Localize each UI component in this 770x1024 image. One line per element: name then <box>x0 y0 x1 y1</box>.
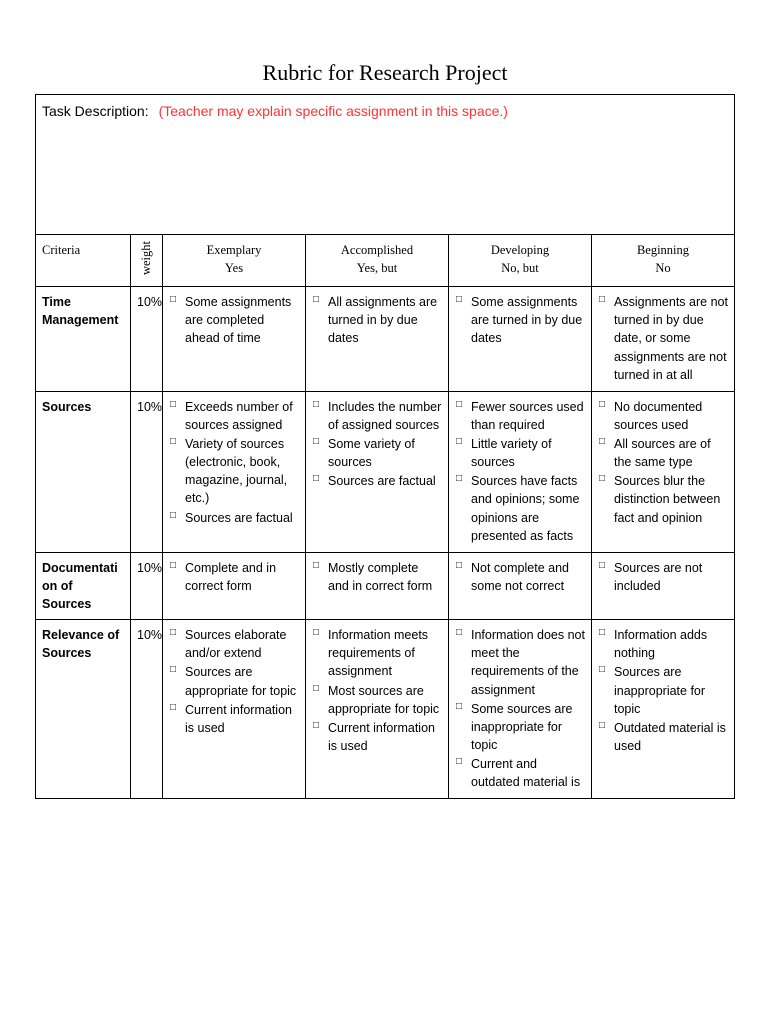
rubric-cell: All assignments are turned in by due dat… <box>306 287 449 392</box>
bullet-item: Assignments are not turned in by due dat… <box>598 293 728 384</box>
rubric-cell: Sources elaborate and/or extendSources a… <box>163 620 306 799</box>
bullet-list: Information does not meet the requiremen… <box>455 626 585 791</box>
bullet-item: Current information is used <box>312 719 442 755</box>
header-level-3: BeginningNo <box>592 235 735 287</box>
rubric-cell: Complete and in correct form <box>163 552 306 619</box>
header-level-title: Accomplished <box>312 241 442 259</box>
criteria-name: Sources <box>36 391 131 552</box>
criteria-name: Documentation of Sources <box>36 552 131 619</box>
weight-value: 10% <box>131 287 163 392</box>
table-row: Relevance of Sources10%Sources elaborate… <box>36 620 735 799</box>
rubric-cell: Information does not meet the requiremen… <box>449 620 592 799</box>
bullet-item: Some assignments are turned in by due da… <box>455 293 585 347</box>
table-row: Time Management10%Some assignments are c… <box>36 287 735 392</box>
rubric-table: Task Description: (Teacher may explain sp… <box>35 94 735 799</box>
criteria-name: Relevance of Sources <box>36 620 131 799</box>
bullet-item: Exceeds number of sources assigned <box>169 398 299 434</box>
table-row: Documentation of Sources10%Complete and … <box>36 552 735 619</box>
header-level-0: ExemplaryYes <box>163 235 306 287</box>
rubric-cell: Information meets requirements of assign… <box>306 620 449 799</box>
rubric-cell: No documented sources usedAll sources ar… <box>592 391 735 552</box>
bullet-item: Most sources are appropriate for topic <box>312 682 442 718</box>
rubric-cell: Some assignments are turned in by due da… <box>449 287 592 392</box>
task-description-hint: (Teacher may explain specific assignment… <box>159 103 508 119</box>
header-level-sub: No, but <box>455 259 585 277</box>
rubric-cell: Information adds nothingSources are inap… <box>592 620 735 799</box>
bullet-list: Some assignments are turned in by due da… <box>455 293 585 347</box>
header-level-sub: Yes, but <box>312 259 442 277</box>
weight-value: 10% <box>131 620 163 799</box>
bullet-item: Little variety of sources <box>455 435 585 471</box>
bullet-item: Sources have facts and opinions; some op… <box>455 472 585 545</box>
bullet-item: Information adds nothing <box>598 626 728 662</box>
header-level-2: DevelopingNo, but <box>449 235 592 287</box>
rubric-cell: Fewer sources used than requiredLittle v… <box>449 391 592 552</box>
bullet-list: Information adds nothingSources are inap… <box>598 626 728 755</box>
bullet-item: Variety of sources (electronic, book, ma… <box>169 435 299 508</box>
header-level-title: Exemplary <box>169 241 299 259</box>
bullet-list: Complete and in correct form <box>169 559 299 595</box>
header-criteria: Criteria <box>36 235 131 287</box>
bullet-item: Information meets requirements of assign… <box>312 626 442 680</box>
bullet-item: Fewer sources used than required <box>455 398 585 434</box>
bullet-item: Some assignments are completed ahead of … <box>169 293 299 347</box>
weight-value: 10% <box>131 391 163 552</box>
header-level-1: AccomplishedYes, but <box>306 235 449 287</box>
bullet-item: Sources are factual <box>169 509 299 527</box>
criteria-name: Time Management <box>36 287 131 392</box>
rubric-cell: Mostly complete and in correct form <box>306 552 449 619</box>
bullet-item: Not complete and some not correct <box>455 559 585 595</box>
bullet-item: All sources are of the same type <box>598 435 728 471</box>
rubric-cell: Not complete and some not correct <box>449 552 592 619</box>
bullet-list: All assignments are turned in by due dat… <box>312 293 442 347</box>
rubric-cell: Assignments are not turned in by due dat… <box>592 287 735 392</box>
bullet-item: Outdated material is used <box>598 719 728 755</box>
bullet-list: Information meets requirements of assign… <box>312 626 442 755</box>
bullet-item: Sources elaborate and/or extend <box>169 626 299 662</box>
bullet-item: Complete and in correct form <box>169 559 299 595</box>
bullet-item: Sources are factual <box>312 472 442 490</box>
bullet-item: Includes the number of assigned sources <box>312 398 442 434</box>
bullet-item: No documented sources used <box>598 398 728 434</box>
bullet-list: Exceeds number of sources assignedVariet… <box>169 398 299 527</box>
header-weight: weight <box>131 235 163 287</box>
bullet-item: Mostly complete and in correct form <box>312 559 442 595</box>
rubric-cell: Sources are not included <box>592 552 735 619</box>
bullet-item: All assignments are turned in by due dat… <box>312 293 442 347</box>
header-level-title: Developing <box>455 241 585 259</box>
task-description-cell: Task Description: (Teacher may explain sp… <box>36 95 735 235</box>
bullet-list: Assignments are not turned in by due dat… <box>598 293 728 384</box>
bullet-item: Some variety of sources <box>312 435 442 471</box>
page-title: Rubric for Research Project <box>35 60 735 86</box>
bullet-item: Current and outdated material is <box>455 755 585 791</box>
header-level-sub: No <box>598 259 728 277</box>
bullet-list: Sources elaborate and/or extendSources a… <box>169 626 299 737</box>
rubric-cell: Exceeds number of sources assignedVariet… <box>163 391 306 552</box>
bullet-list: Includes the number of assigned sourcesS… <box>312 398 442 491</box>
bullet-list: Mostly complete and in correct form <box>312 559 442 595</box>
rubric-cell: Includes the number of assigned sourcesS… <box>306 391 449 552</box>
task-description-label: Task Description: <box>42 103 149 119</box>
weight-value: 10% <box>131 552 163 619</box>
bullet-list: No documented sources usedAll sources ar… <box>598 398 728 527</box>
bullet-item: Some sources are inappropriate for topic <box>455 700 585 754</box>
bullet-list: Not complete and some not correct <box>455 559 585 595</box>
table-row: Sources10%Exceeds number of sources assi… <box>36 391 735 552</box>
header-level-title: Beginning <box>598 241 728 259</box>
bullet-item: Sources are inappropriate for topic <box>598 663 728 717</box>
rubric-cell: Some assignments are completed ahead of … <box>163 287 306 392</box>
bullet-item: Sources blur the distinction between fac… <box>598 472 728 526</box>
bullet-list: Fewer sources used than requiredLittle v… <box>455 398 585 545</box>
header-level-sub: Yes <box>169 259 299 277</box>
bullet-list: Sources are not included <box>598 559 728 595</box>
bullet-item: Current information is used <box>169 701 299 737</box>
bullet-item: Sources are appropriate for topic <box>169 663 299 699</box>
bullet-item: Information does not meet the requiremen… <box>455 626 585 699</box>
bullet-item: Sources are not included <box>598 559 728 595</box>
bullet-list: Some assignments are completed ahead of … <box>169 293 299 347</box>
